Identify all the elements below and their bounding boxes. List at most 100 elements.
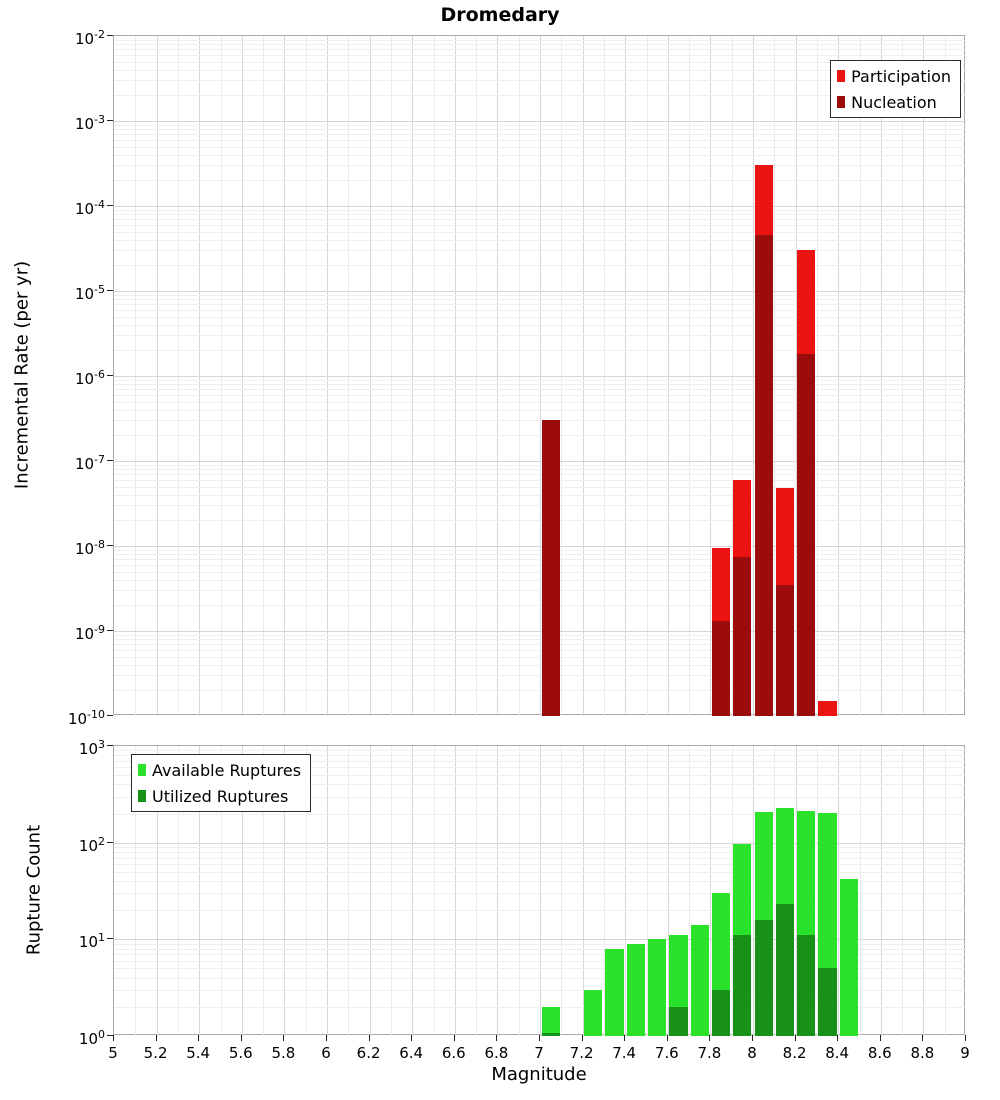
legend-item-utilized-ruptures: Utilized Ruptures bbox=[138, 783, 301, 809]
bar-nucleation bbox=[797, 354, 816, 716]
x-tick-mark bbox=[581, 1035, 583, 1041]
x-tick-mark bbox=[709, 1035, 711, 1041]
gridline-vertical bbox=[284, 746, 286, 1036]
gridline-minor bbox=[114, 129, 966, 131]
gridline-minor bbox=[114, 690, 966, 692]
legend-item-nucleation: Nucleation bbox=[837, 89, 951, 115]
y-tick-label: 10-10 bbox=[67, 708, 105, 728]
gridline-minor bbox=[114, 857, 966, 859]
gridline-minor bbox=[114, 294, 966, 296]
gridline-vertical bbox=[625, 746, 627, 1036]
y-tick-label: 103 bbox=[78, 738, 105, 758]
gridline-minor bbox=[114, 943, 966, 945]
gridline-minor bbox=[114, 760, 966, 762]
y-tick-label: 10-4 bbox=[74, 198, 105, 218]
gridline-minor bbox=[114, 486, 966, 488]
gridline-minor bbox=[114, 871, 966, 873]
legend-label-nucleation: Nucleation bbox=[851, 92, 937, 112]
gridline-vertical bbox=[476, 746, 478, 1036]
gridline-minor bbox=[114, 420, 966, 422]
x-tick-label: 7.6 bbox=[654, 1044, 679, 1062]
gridline-vertical bbox=[838, 746, 840, 1036]
x-tick-mark bbox=[794, 1035, 796, 1041]
bottom-legend: Available Ruptures Utilized Ruptures bbox=[131, 754, 312, 812]
y-tick-mark bbox=[107, 120, 113, 121]
gridline-minor bbox=[114, 775, 966, 777]
x-tick-label: 5.8 bbox=[271, 1044, 296, 1062]
gridline-minor bbox=[114, 847, 966, 849]
gridline-vertical bbox=[433, 746, 435, 1036]
gridline-vertical bbox=[731, 746, 733, 1036]
x-tick-label: 7.2 bbox=[569, 1044, 594, 1062]
gridline-vertical bbox=[177, 746, 179, 1036]
x-tick-label: 5.4 bbox=[186, 1044, 211, 1062]
gridline-vertical bbox=[156, 746, 158, 1036]
gridline-minor bbox=[114, 61, 966, 63]
gridline-minor bbox=[114, 881, 966, 883]
gridline-minor bbox=[114, 209, 966, 211]
gridline-minor bbox=[114, 180, 966, 182]
bar-nucleation bbox=[711, 621, 731, 716]
x-tick-mark bbox=[624, 1035, 626, 1041]
gridline-vertical bbox=[859, 746, 861, 1036]
bar-utilized-ruptures bbox=[733, 935, 752, 1036]
gridline-minor bbox=[114, 335, 966, 337]
y-tick-label: 101 bbox=[78, 931, 105, 952]
y-tick-label: 10-7 bbox=[74, 453, 105, 473]
top-plot-area: Participation Nucleation bbox=[113, 35, 966, 716]
y-tick-label: 10-3 bbox=[74, 113, 105, 133]
x-tick-label: 8 bbox=[747, 1044, 757, 1062]
y-tick-label: 10-2 bbox=[74, 28, 105, 48]
gridline-minor bbox=[114, 675, 966, 677]
gridline-minor bbox=[114, 309, 966, 311]
gridline-vertical bbox=[412, 746, 414, 1036]
y-tick-label: 10-8 bbox=[74, 538, 105, 558]
gridline-major bbox=[114, 291, 966, 292]
gridline-minor bbox=[114, 165, 966, 167]
gridline-vertical bbox=[241, 746, 243, 1036]
gridline-minor bbox=[114, 401, 966, 403]
gridline-minor bbox=[114, 304, 966, 306]
gridline-minor bbox=[114, 80, 966, 82]
x-tick-mark bbox=[240, 1035, 242, 1041]
gridline-minor bbox=[114, 479, 966, 481]
x-tick-label: 7.8 bbox=[697, 1044, 722, 1062]
gridline-vertical bbox=[454, 746, 456, 1036]
y-tick-mark bbox=[107, 630, 113, 631]
gridline-major bbox=[114, 842, 966, 844]
gridline-minor bbox=[114, 224, 966, 226]
gridline-minor bbox=[114, 755, 966, 757]
gridline-minor bbox=[114, 1006, 966, 1008]
gridline-vertical bbox=[220, 746, 222, 1036]
gridline-minor bbox=[114, 784, 966, 786]
gridline-minor bbox=[114, 954, 966, 956]
x-tick-mark bbox=[155, 1035, 157, 1041]
x-tick-label: 6.4 bbox=[399, 1044, 424, 1062]
y-tick-mark bbox=[107, 205, 113, 206]
x-tick-label: 9 bbox=[960, 1044, 970, 1062]
gridline-minor bbox=[114, 968, 966, 970]
gridline-vertical bbox=[667, 746, 669, 1036]
x-tick-mark bbox=[326, 1035, 327, 1041]
gridline-minor bbox=[114, 469, 966, 471]
gridline-minor bbox=[114, 54, 966, 56]
gridline-vertical bbox=[646, 746, 648, 1036]
gridline-minor bbox=[114, 579, 966, 581]
gridline-minor bbox=[114, 139, 966, 141]
gridline-vertical bbox=[923, 746, 925, 1036]
gridline-minor bbox=[114, 154, 966, 156]
x-tick-label: 7 bbox=[534, 1044, 544, 1062]
gridline-minor bbox=[114, 644, 966, 646]
gridline-vertical bbox=[902, 746, 904, 1036]
gridline-minor bbox=[114, 948, 966, 950]
gridline-minor bbox=[114, 324, 966, 326]
gridline-minor bbox=[114, 605, 966, 607]
x-tick-mark bbox=[837, 1035, 839, 1041]
x-tick-mark bbox=[368, 1035, 370, 1041]
gridline-minor bbox=[114, 239, 966, 241]
gridline-minor bbox=[114, 505, 966, 507]
gridline-minor bbox=[114, 146, 966, 148]
gridline-vertical bbox=[518, 746, 520, 1036]
gridline-minor bbox=[114, 389, 966, 391]
gridline-vertical bbox=[816, 746, 818, 1036]
